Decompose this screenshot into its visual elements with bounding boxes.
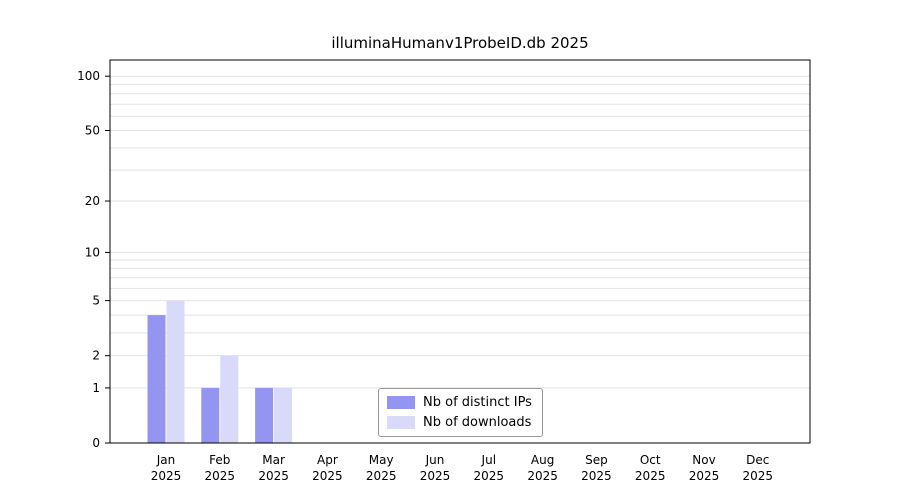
x-tick-label-month: Oct [640,453,661,467]
chart-title: illuminaHumanv1ProbeID.db 2025 [331,34,589,52]
bar [220,355,239,443]
x-tick-label-month: Jun [425,453,445,467]
x-tick-label-year: 2025 [635,469,666,483]
x-tick-label-year: 2025 [581,469,612,483]
y-tick-label: 0 [92,436,100,450]
y-tick-label: 20 [85,194,100,208]
legend-label-downloads: Nb of downloads [423,415,532,430]
x-tick-label-month: Aug [531,453,554,467]
bar [201,387,220,443]
x-tick-label-year: 2025 [312,469,343,483]
x-tick-label-year: 2025 [258,469,289,483]
x-tick-label-year: 2025 [474,469,505,483]
x-tick-label-month: Feb [209,453,230,467]
x-tick-label-year: 2025 [151,469,182,483]
y-tick-label: 50 [85,124,100,138]
bar [274,387,293,443]
x-tick-label-month: Sep [585,453,608,467]
x-tick-label-month: Dec [746,453,769,467]
x-tick-label-month: Mar [262,453,285,467]
x-tick-label-month: Jan [156,453,176,467]
y-tick-label: 1 [92,381,100,395]
bar [147,315,166,443]
y-tick-label: 100 [77,69,100,83]
legend: Nb of distinct IPs Nb of downloads [378,388,543,437]
y-tick-label: 2 [92,349,100,363]
x-tick-label-year: 2025 [205,469,236,483]
legend-swatch-downloads [387,416,415,429]
x-tick-label-year: 2025 [420,469,451,483]
x-tick-label-year: 2025 [527,469,558,483]
y-tick-label: 5 [92,294,100,308]
x-tick-label-year: 2025 [689,469,720,483]
legend-swatch-distinct-ips [387,396,415,409]
x-tick-label-month: May [369,453,394,467]
x-tick-label-year: 2025 [366,469,397,483]
x-tick-label-month: Apr [317,453,338,467]
y-tick-label: 10 [85,245,100,259]
bar [166,300,185,443]
legend-item-distinct-ips: Nb of distinct IPs [387,395,532,410]
legend-item-downloads: Nb of downloads [387,415,532,430]
x-tick-label-year: 2025 [743,469,774,483]
x-tick-label-month: Jul [481,453,496,467]
bar [255,387,274,443]
legend-label-distinct-ips: Nb of distinct IPs [423,395,532,410]
x-tick-label-month: Nov [692,453,715,467]
plot-border [109,59,811,444]
